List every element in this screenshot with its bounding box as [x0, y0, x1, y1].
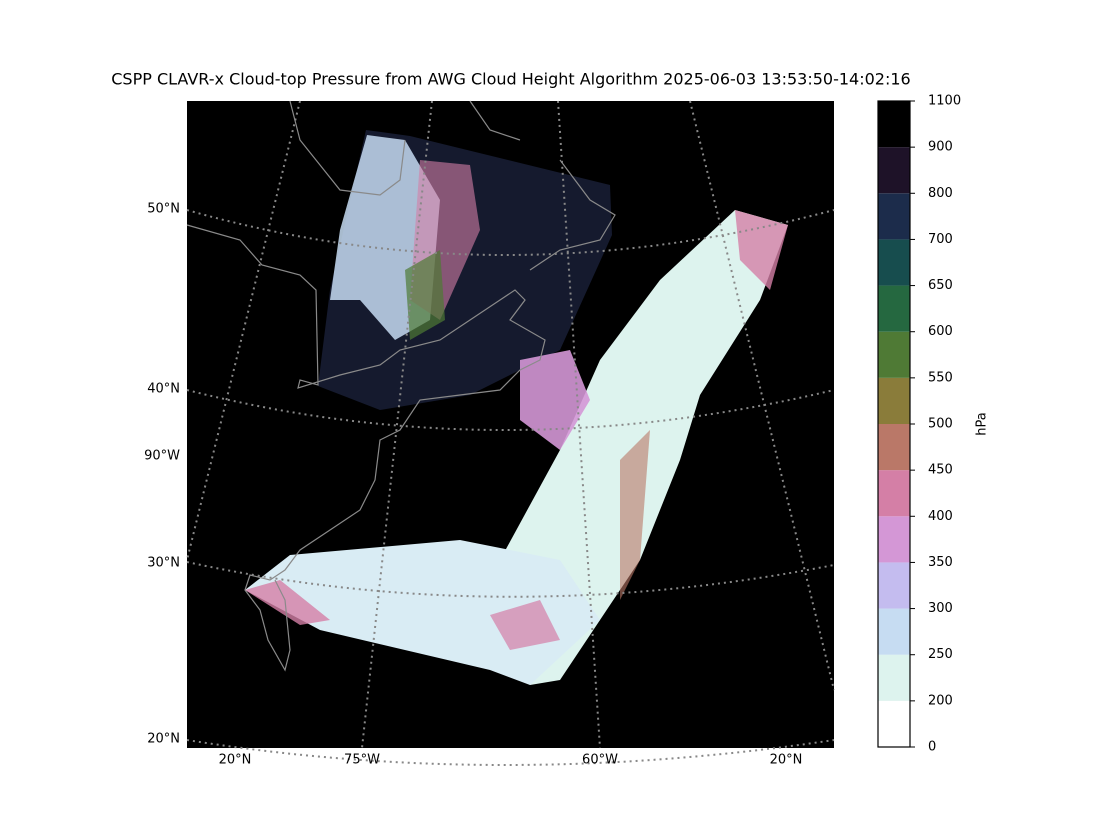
title: CSPP CLAVR-x Cloud-top Pressure from AWG… [111, 70, 910, 89]
colorbar-tick-label: 650 [928, 278, 953, 293]
colorbar-tick-label: 200 [928, 693, 953, 708]
lon-label: 75°W [344, 753, 380, 768]
lat-label: 20°N [147, 732, 180, 747]
colorbar-segment [878, 700, 910, 747]
cloud-field [245, 130, 788, 685]
lat-label: 30°N [147, 556, 180, 571]
cloud [405, 250, 445, 340]
graticule [186, 100, 835, 766]
colorbar-segment [878, 377, 910, 424]
colorbar-tick-label: 550 [928, 370, 953, 385]
colorbar-tick-label: 1100 [928, 94, 961, 109]
colorbar-tick-label: 900 [928, 140, 953, 155]
colorbar-label: hPa [975, 412, 990, 435]
colorbar-tick-label: 0 [928, 740, 936, 755]
colorbar-segment [878, 608, 910, 655]
parallel [186, 389, 835, 431]
colorbar-tick-label: 800 [928, 186, 953, 201]
colorbar-segment [878, 654, 910, 701]
lon-label: 20°N [770, 753, 803, 768]
lat-label: 40°N [147, 382, 180, 397]
lon-label: 60°W [582, 753, 618, 768]
coastlines [186, 100, 616, 672]
parallel [186, 561, 835, 598]
colorbar-tick-label: 250 [928, 647, 953, 662]
lat-label: 50°N [147, 202, 180, 217]
colorbar-tick-label: 700 [928, 232, 953, 247]
lon-label: 20°N [219, 753, 252, 768]
cloud [490, 600, 560, 650]
lat-label: 90°W [144, 449, 180, 464]
colorbar-segment [878, 101, 910, 148]
colorbar-tick-label: 350 [928, 555, 953, 570]
axis-labels: 50°N 40°N 90°W 30°N 20°N 20°N 75°W 60°W 20°N [144, 202, 802, 768]
cloud [520, 350, 590, 450]
parallel [186, 739, 835, 766]
colorbar-segment [878, 239, 910, 286]
colorbar-segment [878, 562, 910, 609]
colorbar-tick-label: 300 [928, 601, 953, 616]
colorbar-segment [878, 470, 910, 517]
colorbar-segment [878, 193, 910, 240]
colorbar: hPa 0 200 250 300 350 400 450 500 550 600 650 700 80… [877, 94, 990, 755]
coastline [289, 100, 616, 271]
coastline [186, 224, 546, 672]
meridian [186, 100, 301, 561]
meridian [557, 100, 601, 749]
colorbar-segment [878, 424, 910, 471]
colorbar-segment [878, 285, 910, 332]
parallel [186, 209, 835, 256]
colorbar-segment [878, 516, 910, 563]
cloud [735, 210, 788, 290]
cloud [245, 580, 330, 625]
map [186, 100, 835, 766]
meridian [689, 100, 835, 691]
colorbar-tick-label: 600 [928, 324, 953, 339]
colorbar-segment [878, 331, 910, 378]
colorbar-tick-label: 450 [928, 463, 953, 478]
meridian [361, 100, 433, 749]
colorbar-tick-label: 500 [928, 417, 953, 432]
cloud [620, 430, 650, 600]
colorbar-tick-label: 400 [928, 509, 953, 524]
colorbar-segment [878, 147, 910, 194]
